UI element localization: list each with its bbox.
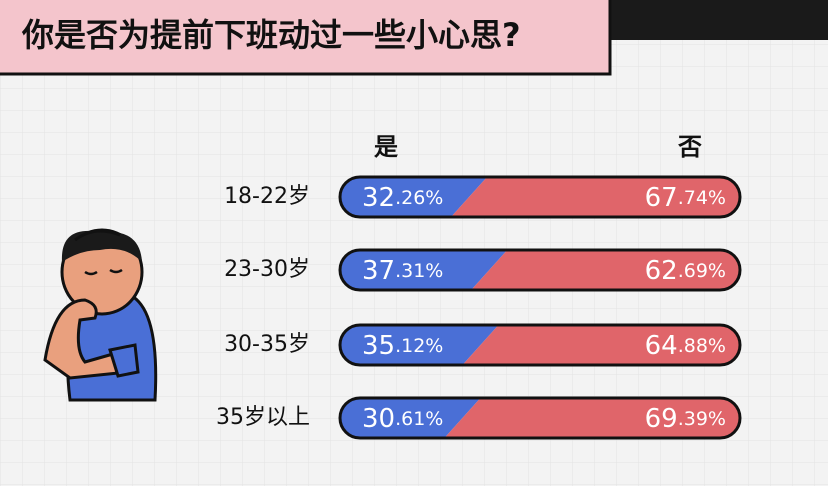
bar-row xyxy=(340,250,740,290)
bar-row xyxy=(340,177,740,217)
series-header: 否 xyxy=(677,133,702,161)
category-label: 35岁以上 xyxy=(216,405,310,430)
bar-segment xyxy=(340,398,481,438)
value-label: 64.88% xyxy=(645,331,726,361)
series-header: 是 xyxy=(374,133,398,161)
value-label: 67.74% xyxy=(645,183,726,213)
value-label: 69.39% xyxy=(645,404,726,434)
bar-outline xyxy=(338,248,742,292)
value-label: 37.31% xyxy=(362,256,443,286)
category-label: 18-22岁 xyxy=(224,184,310,209)
bar-row xyxy=(340,398,740,438)
bar-segment xyxy=(340,177,488,217)
character xyxy=(43,228,158,402)
value-label: 35.12% xyxy=(362,331,443,361)
category-label: 30-35岁 xyxy=(224,332,310,357)
bar-segment xyxy=(444,398,740,438)
bar-outline xyxy=(338,323,742,367)
value-label: 30.61% xyxy=(362,404,443,434)
bar-segment xyxy=(451,177,740,217)
bar-outline xyxy=(338,175,742,219)
bar-segment xyxy=(462,325,740,365)
bar-outline xyxy=(338,396,742,440)
value-label: 62.69% xyxy=(645,256,726,286)
bar-segment xyxy=(471,250,740,290)
chart-title: 你是否为提前下班动过一些小心思? xyxy=(21,16,521,54)
title-box xyxy=(0,0,612,76)
bar-segment xyxy=(340,250,508,290)
bar-row xyxy=(340,325,740,365)
bar-segment xyxy=(340,325,499,365)
category-label: 23-30岁 xyxy=(224,257,310,282)
value-label: 32.26% xyxy=(362,183,443,213)
